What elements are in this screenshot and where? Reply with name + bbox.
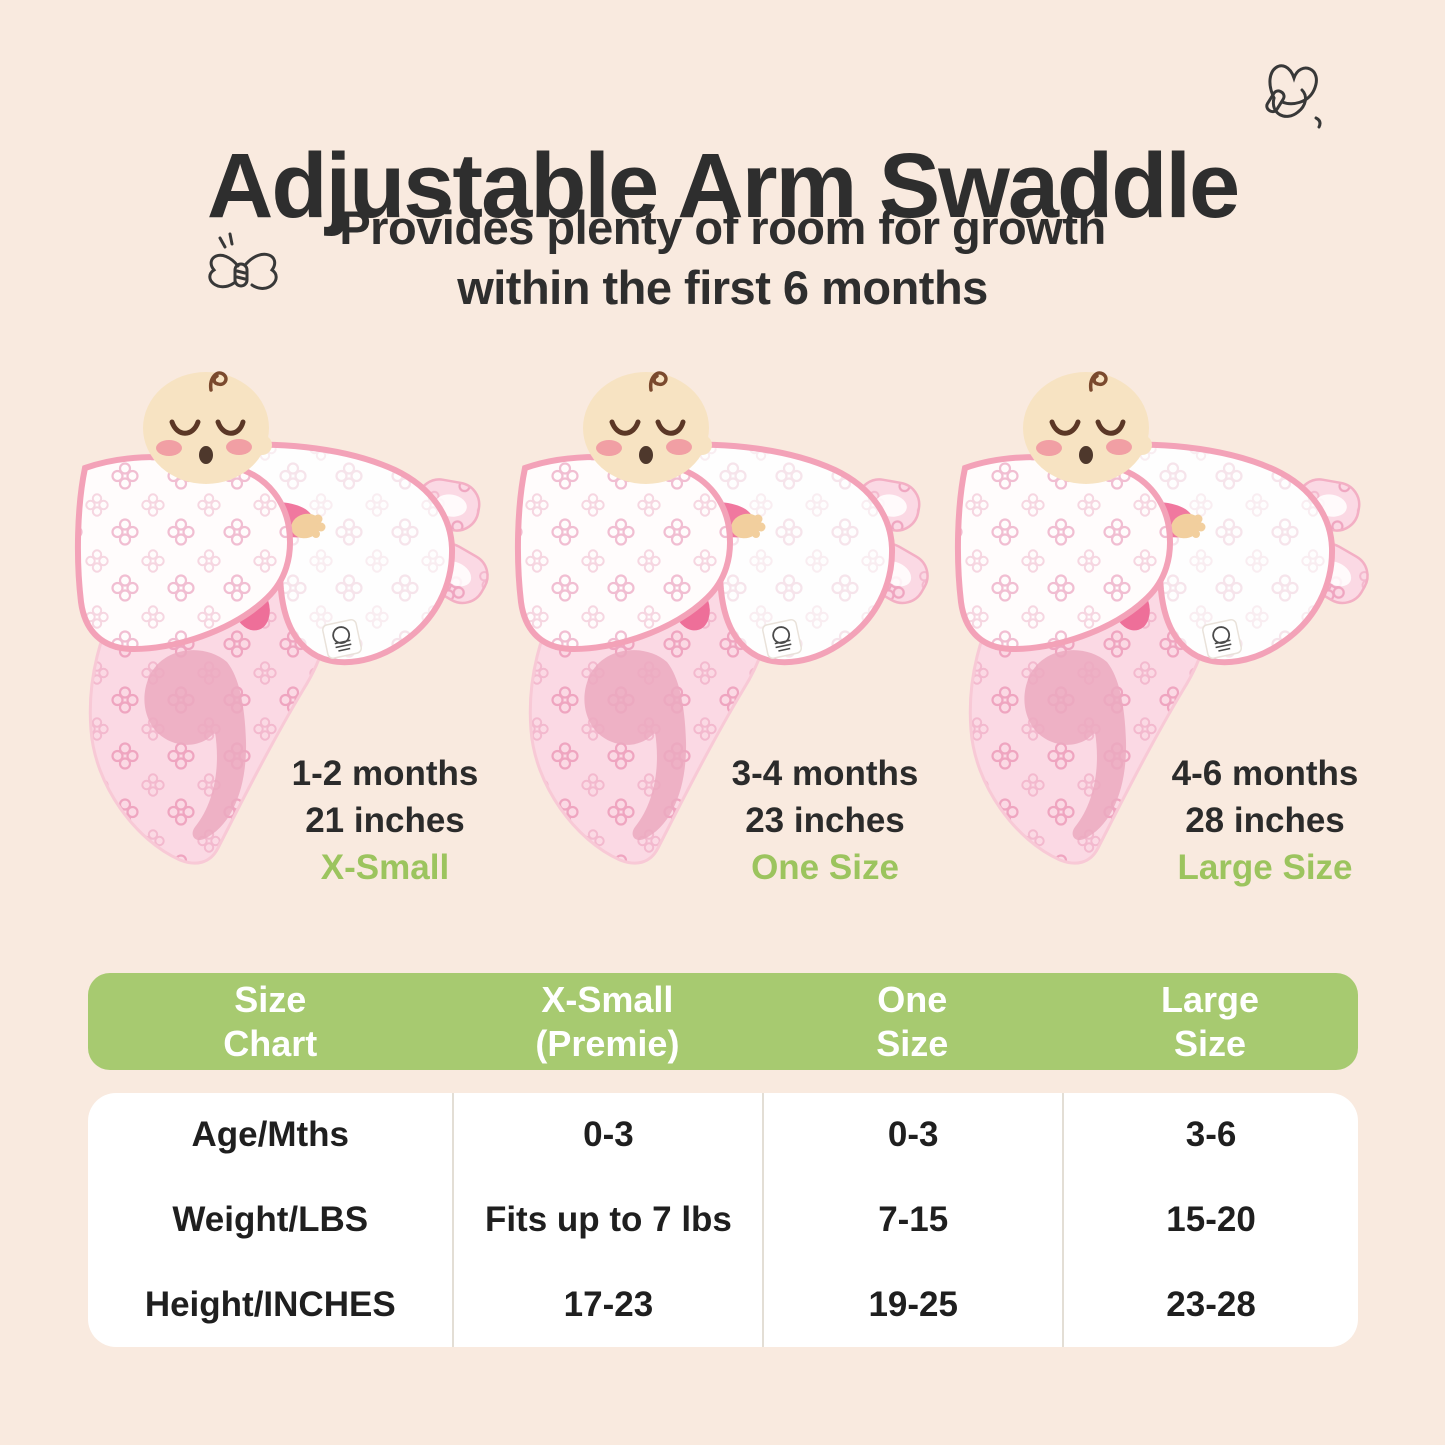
figure-inches: 21 inches bbox=[305, 801, 465, 840]
table-cell: 0-3 bbox=[452, 1093, 762, 1178]
swaddle-figure-xsmall: 1-2 months 21 inches X-Small bbox=[55, 350, 495, 925]
header-large-size: Large Size bbox=[1161, 978, 1260, 1064]
size-chart-header: Size Chart X-Small (Premie) One Size Lar… bbox=[88, 973, 1358, 1070]
figure-months: 4-6 months bbox=[1171, 754, 1359, 793]
header-one-size: One Size bbox=[876, 978, 949, 1064]
header-xsmall: X-Small (Premie) bbox=[535, 978, 680, 1064]
page-title: Adjustable Arm Swaddle bbox=[206, 134, 1240, 237]
figure-months: 3-4 months bbox=[731, 754, 919, 793]
subtitle-line-2: within the first 6 months bbox=[457, 261, 988, 314]
butterfly-icon bbox=[208, 232, 278, 290]
figure-size-name: X-Small bbox=[320, 848, 450, 887]
row-label: Weight/LBS bbox=[172, 1199, 369, 1239]
figure-months: 1-2 months bbox=[291, 754, 479, 793]
figure-inches: 23 inches bbox=[745, 801, 905, 840]
figure-size-name: Large Size bbox=[1177, 848, 1353, 887]
swaddle-figure-large: 4-6 months 28 inches Large Size bbox=[935, 350, 1375, 925]
subtitle-line-1: Provides plenty of room for growth bbox=[339, 201, 1106, 254]
table-cell: 0-3 bbox=[762, 1093, 1062, 1178]
swaddle-figure-onesize: 3-4 months 23 inches One Size bbox=[495, 350, 935, 925]
butterfly-icon bbox=[1265, 64, 1322, 129]
size-chart-body: Age/Mths 0-3 0-3 3-6 Weight/LBS Fits up … bbox=[88, 1093, 1358, 1347]
figure-label: 1-2 months 21 inches X-Small bbox=[275, 750, 495, 891]
table-cell: Fits up to 7 lbs bbox=[452, 1177, 762, 1263]
table-cell: 23-28 bbox=[1062, 1262, 1358, 1347]
header-size-chart: Size Chart bbox=[223, 978, 318, 1064]
table-cell: 3-6 bbox=[1062, 1093, 1358, 1178]
table-cell: 15-20 bbox=[1062, 1177, 1358, 1263]
figure-inches: 28 inches bbox=[1185, 801, 1345, 840]
row-label: Age/Mths bbox=[191, 1115, 349, 1155]
figure-label: 4-6 months 28 inches Large Size bbox=[1155, 750, 1375, 891]
table-cell: 7-15 bbox=[762, 1177, 1062, 1263]
row-label: Height/INCHES bbox=[144, 1284, 396, 1324]
table-cell: 17-23 bbox=[452, 1262, 762, 1347]
page-subtitle: Provides plenty of room for growth withi… bbox=[0, 198, 1445, 318]
figure-label: 3-4 months 23 inches One Size bbox=[715, 750, 935, 891]
table-cell: 19-25 bbox=[762, 1262, 1062, 1347]
figure-size-name: One Size bbox=[751, 848, 899, 887]
